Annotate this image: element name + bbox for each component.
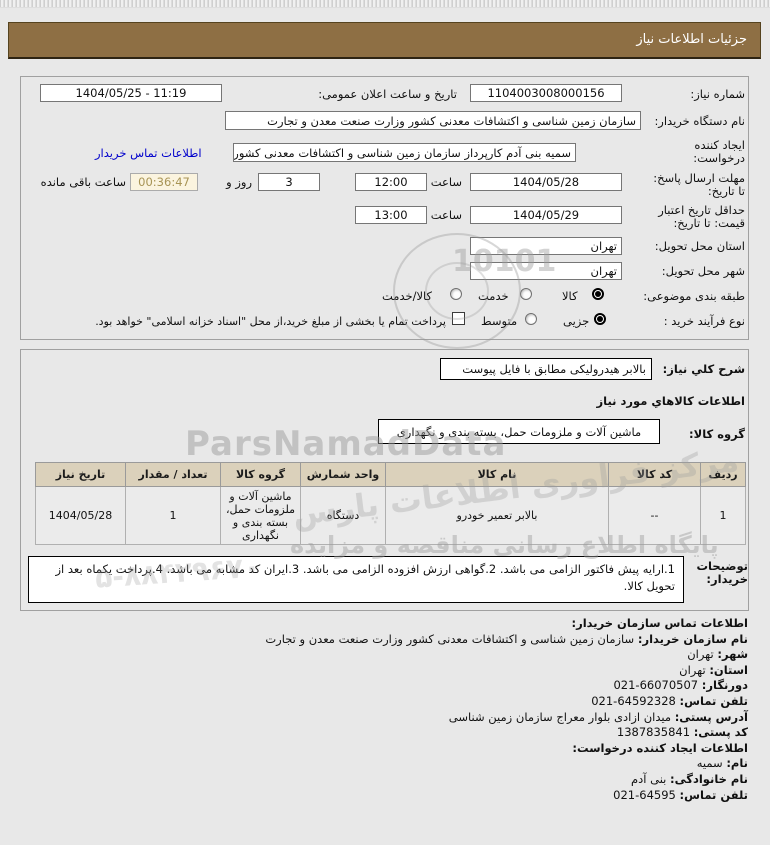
footer-line-org-header: اطلاعات تماس سازمان خریدار: [571,616,748,630]
col-goods-code: کد کالا [608,462,701,487]
col-quantity: تعداد / مقدار [125,462,221,487]
footer-line-org-name: نام سازمان خریدار: سازمان زمین شناسی و ا… [265,631,748,646]
contact-info-block: اطلاعات تماس سازمان خریدار: نام سازمان خ… [20,616,748,803]
required-goods-heading: اطلاعات کالاهاي مورد نیاز [596,394,745,408]
col-goods-group: گروه کالا [220,462,301,487]
need-number-field[interactable]: 1104003008000156 [470,84,622,102]
footer-line-province: استان: تهران [679,662,748,677]
radio-goods-service[interactable] [450,288,462,300]
cell-quantity: 1 [125,486,221,545]
footer-line-postal-code: کد پستی: 1387835841 [616,725,748,740]
treasury-checkbox[interactable] [452,312,465,325]
buyer-device-field[interactable]: سازمان زمین شناسی و اکتشافات معدنی کشور … [225,111,641,130]
page-title: جزئیات اطلاعات نیاز [636,32,747,47]
validity-time-field[interactable]: 13:00 [355,206,427,224]
radio-medium-label: متوسط [481,314,518,328]
footer-line-fax: دورنگار: 66070507-021 [613,678,748,693]
radio-partial-label: جزیی [563,314,590,328]
cell-goods-group: ماشین آلات و ملزومات حمل، بسته بندی و نگ… [220,486,301,545]
col-need-date: تاریخ نیاز [35,462,126,487]
response-deadline-label: مهلت ارسال پاسخ: تا تاریخ: [653,171,745,198]
radio-service-label: خدمت [478,289,509,303]
validity-date-field[interactable]: 1404/05/29 [470,206,622,224]
cell-row-number: 1 [700,486,746,545]
col-goods-name: نام کالا [385,462,609,487]
goods-group-label: گروه کالا: [689,427,745,441]
delivery-city-label: شهر محل تحویل: [661,264,745,278]
cell-need-date: 1404/05/28 [35,486,126,545]
radio-medium[interactable] [525,313,537,325]
radio-goods[interactable] [592,288,604,300]
radio-partial[interactable] [594,313,606,325]
footer-line-address: آدرس پستی: میدان ازادی بلوار معراج سازما… [448,709,748,724]
cell-count-unit: دستگاه [300,486,386,545]
buyer-notes-label: توضیحات خریدار: [696,559,749,586]
delivery-city-field[interactable]: تهران [470,262,622,280]
goods-info-panel [20,349,749,611]
radio-goods-label: کالا [562,289,578,303]
goods-table-row: 1 -- بالابر تعمیر خودرو دستگاه ماشین آلا… [35,486,746,545]
delivery-province-field[interactable]: تهران [470,237,622,255]
cell-goods-name: بالابر تعمیر خودرو [385,486,609,545]
footer-line-creator-phone: تلفن تماس: 64595-021 [613,787,748,802]
need-description-box: بالابر هیدرولیکی مطابق با فایل پیوست [440,358,652,380]
radio-service[interactable] [520,288,532,300]
announce-datetime-field[interactable]: 1404/05/25 - 11:19 [40,84,222,102]
footer-line-phone: تلفن تماس: 64592328-021 [591,693,748,708]
purchase-process-label: نوع فرآیند خرید : [663,314,745,328]
hours-remaining-label: ساعت باقی مانده [40,175,126,189]
delivery-province-label: استان محل تحویل: [654,239,745,253]
need-info-panel [20,76,749,340]
footer-line-creator-header: اطلاعات ایجاد کننده درخواست: [572,740,748,755]
countdown-timer: 00:36:47 [130,173,198,191]
goods-group-box: ماشین آلات و ملزومات حمل، بسته بندی و نگ… [378,419,660,444]
footer-line-last-name: نام خانوادگی: بنی آدم [631,771,748,786]
buyer-contact-link[interactable]: اطلاعات تماس خریدار [95,146,202,160]
page-title-bar: جزئیات اطلاعات نیاز [8,22,761,59]
footer-line-first-name: نام: سمیه [696,756,748,771]
deadline-time-field[interactable]: 12:00 [355,173,427,191]
need-description-label: شرح کلي نیاز: [662,362,745,376]
request-creator-field[interactable]: سمیه بنی آدم کارپرداز سازمان زمین شناسی … [233,143,576,162]
goods-table-header-row: ردیف کد کالا نام کالا واحد شمارش گروه کا… [35,462,746,487]
col-count-unit: واحد شمارش [300,462,386,487]
days-and-label: روز و [226,175,252,189]
radio-goods-service-label: کالا/خدمت [382,289,433,303]
goods-table: ردیف کد کالا نام کالا واحد شمارش گروه کا… [35,462,746,545]
days-remaining-field[interactable]: 3 [258,173,320,191]
price-validity-label: حداقل تاریخ اعتبار قیمت: تا تاریخ: [658,203,745,230]
validity-hour-label: ساعت [430,208,462,222]
deadline-date-field[interactable]: 1404/05/28 [470,173,622,191]
need-number-label: شماره نیاز: [690,87,745,101]
top-texture-band [0,0,770,8]
request-creator-label: ایجاد کننده درخواست: [693,138,745,165]
treasury-checkbox-label: پرداخت تمام یا بخشی از مبلغ خرید،از محل … [95,315,446,328]
col-row-number: ردیف [700,462,746,487]
buyer-notes-box: 1.ارایه پیش فاکتور الزامی می باشد. 2.گوا… [28,556,684,603]
deadline-hour-label: ساعت [430,175,462,189]
buyer-device-label: نام دستگاه خریدار: [654,114,745,128]
subject-classification-label: طبقه بندی موضوعی: [643,289,745,303]
footer-line-city: شهر: تهران [687,647,748,662]
announce-datetime-label: تاریخ و ساعت اعلان عمومی: [318,87,457,101]
cell-goods-code: -- [608,486,701,545]
